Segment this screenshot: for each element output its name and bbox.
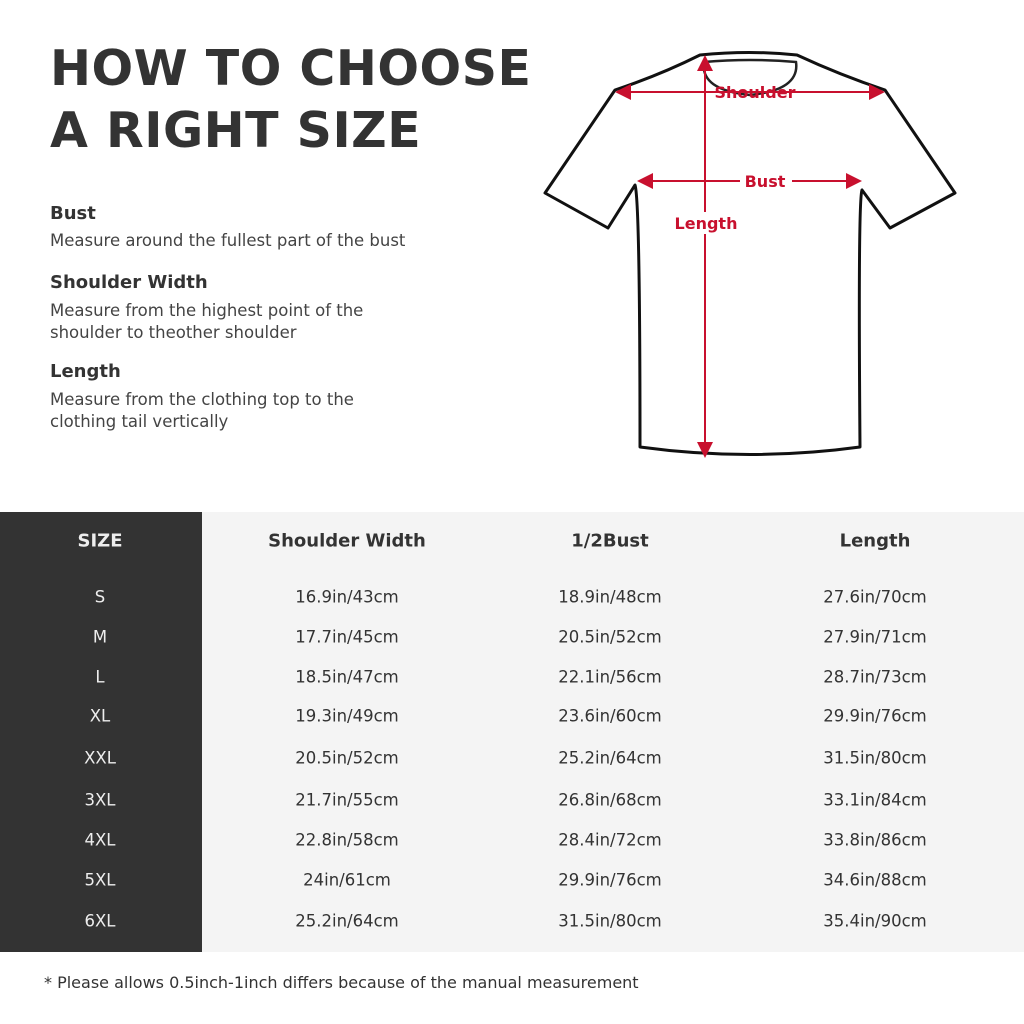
cell-size: XXL	[84, 748, 116, 768]
cell-size: 4XL	[84, 830, 116, 850]
title-line-2: A RIGHT SIZE	[50, 102, 422, 159]
bust-description: Measure around the fullest part of the b…	[50, 230, 450, 252]
cell-size: S	[94, 587, 106, 607]
cell-half-bust: 22.1in/56cm	[558, 667, 662, 687]
cell-length: 27.6in/70cm	[823, 587, 927, 607]
cell-half-bust: 23.6in/60cm	[558, 706, 662, 726]
cell-shoulder-width: 17.7in/45cm	[295, 627, 399, 647]
desc-line: Measure around the fullest part of the b…	[50, 231, 406, 250]
cell-half-bust: 29.9in/76cm	[558, 870, 662, 890]
header-size: SIZE	[77, 530, 123, 552]
cell-shoulder-width: 18.5in/47cm	[295, 667, 399, 687]
cell-half-bust: 26.8in/68cm	[558, 790, 662, 810]
cell-size: 5XL	[84, 870, 116, 890]
cell-half-bust: 20.5in/52cm	[558, 627, 662, 647]
cell-shoulder-width: 22.8in/58cm	[295, 830, 399, 850]
desc-line: Measure from the clothing top to the	[50, 390, 354, 409]
cell-shoulder-width: 16.9in/43cm	[295, 587, 399, 607]
length-label: Length	[675, 214, 738, 233]
size-column	[0, 512, 202, 952]
cell-shoulder-width: 24in/61cm	[303, 870, 391, 890]
cell-length: 28.7in/73cm	[823, 667, 927, 687]
shoulder-label: Shoulder	[715, 83, 796, 102]
cell-half-bust: 28.4in/72cm	[558, 830, 662, 850]
desc-line: Measure from the highest point of the	[50, 301, 364, 320]
cell-shoulder-width: 20.5in/52cm	[295, 748, 399, 768]
cell-shoulder-width: 19.3in/49cm	[295, 706, 399, 726]
desc-line: shoulder to theother shoulder	[50, 323, 297, 342]
page-title: HOW TO CHOOSE A RIGHT SIZE	[50, 38, 531, 162]
cell-length: 35.4in/90cm	[823, 911, 927, 931]
cell-length: 33.1in/84cm	[823, 790, 927, 810]
cell-shoulder-width: 21.7in/55cm	[295, 790, 399, 810]
cell-half-bust: 18.9in/48cm	[558, 587, 662, 607]
header-half-bust: 1/2Bust	[571, 530, 649, 552]
cell-length: 34.6in/88cm	[823, 870, 927, 890]
cell-size: 3XL	[84, 790, 116, 810]
cell-size: 6XL	[84, 911, 116, 931]
header-shoulder-width: Shoulder Width	[268, 530, 426, 552]
bust-heading: Bust	[50, 203, 96, 224]
cell-half-bust: 25.2in/64cm	[558, 748, 662, 768]
cell-length: 33.8in/86cm	[823, 830, 927, 850]
cell-size: XL	[89, 706, 111, 726]
tshirt-outline	[543, 51, 957, 456]
tshirt-diagram: Shoulder Bust Length	[543, 51, 957, 458]
title-line-1: HOW TO CHOOSE	[50, 40, 532, 97]
shoulder-heading: Shoulder Width	[50, 272, 208, 293]
cell-half-bust: 31.5in/80cm	[558, 911, 662, 931]
cell-length: 27.9in/71cm	[823, 627, 927, 647]
footnote: * Please allows 0.5inch-1inch differs be…	[44, 973, 639, 992]
cell-length: 29.9in/76cm	[823, 706, 927, 726]
length-description: Measure from the clothing top to the clo…	[50, 389, 450, 433]
header-length: Length	[839, 530, 911, 552]
desc-line: clothing tail vertically	[50, 412, 229, 431]
length-heading: Length	[50, 361, 121, 382]
cell-length: 31.5in/80cm	[823, 748, 927, 768]
bust-label: Bust	[745, 172, 786, 191]
cell-size: L	[95, 667, 105, 687]
cell-shoulder-width: 25.2in/64cm	[295, 911, 399, 931]
shoulder-description: Measure from the highest point of the sh…	[50, 300, 450, 344]
cell-size: M	[92, 627, 108, 647]
